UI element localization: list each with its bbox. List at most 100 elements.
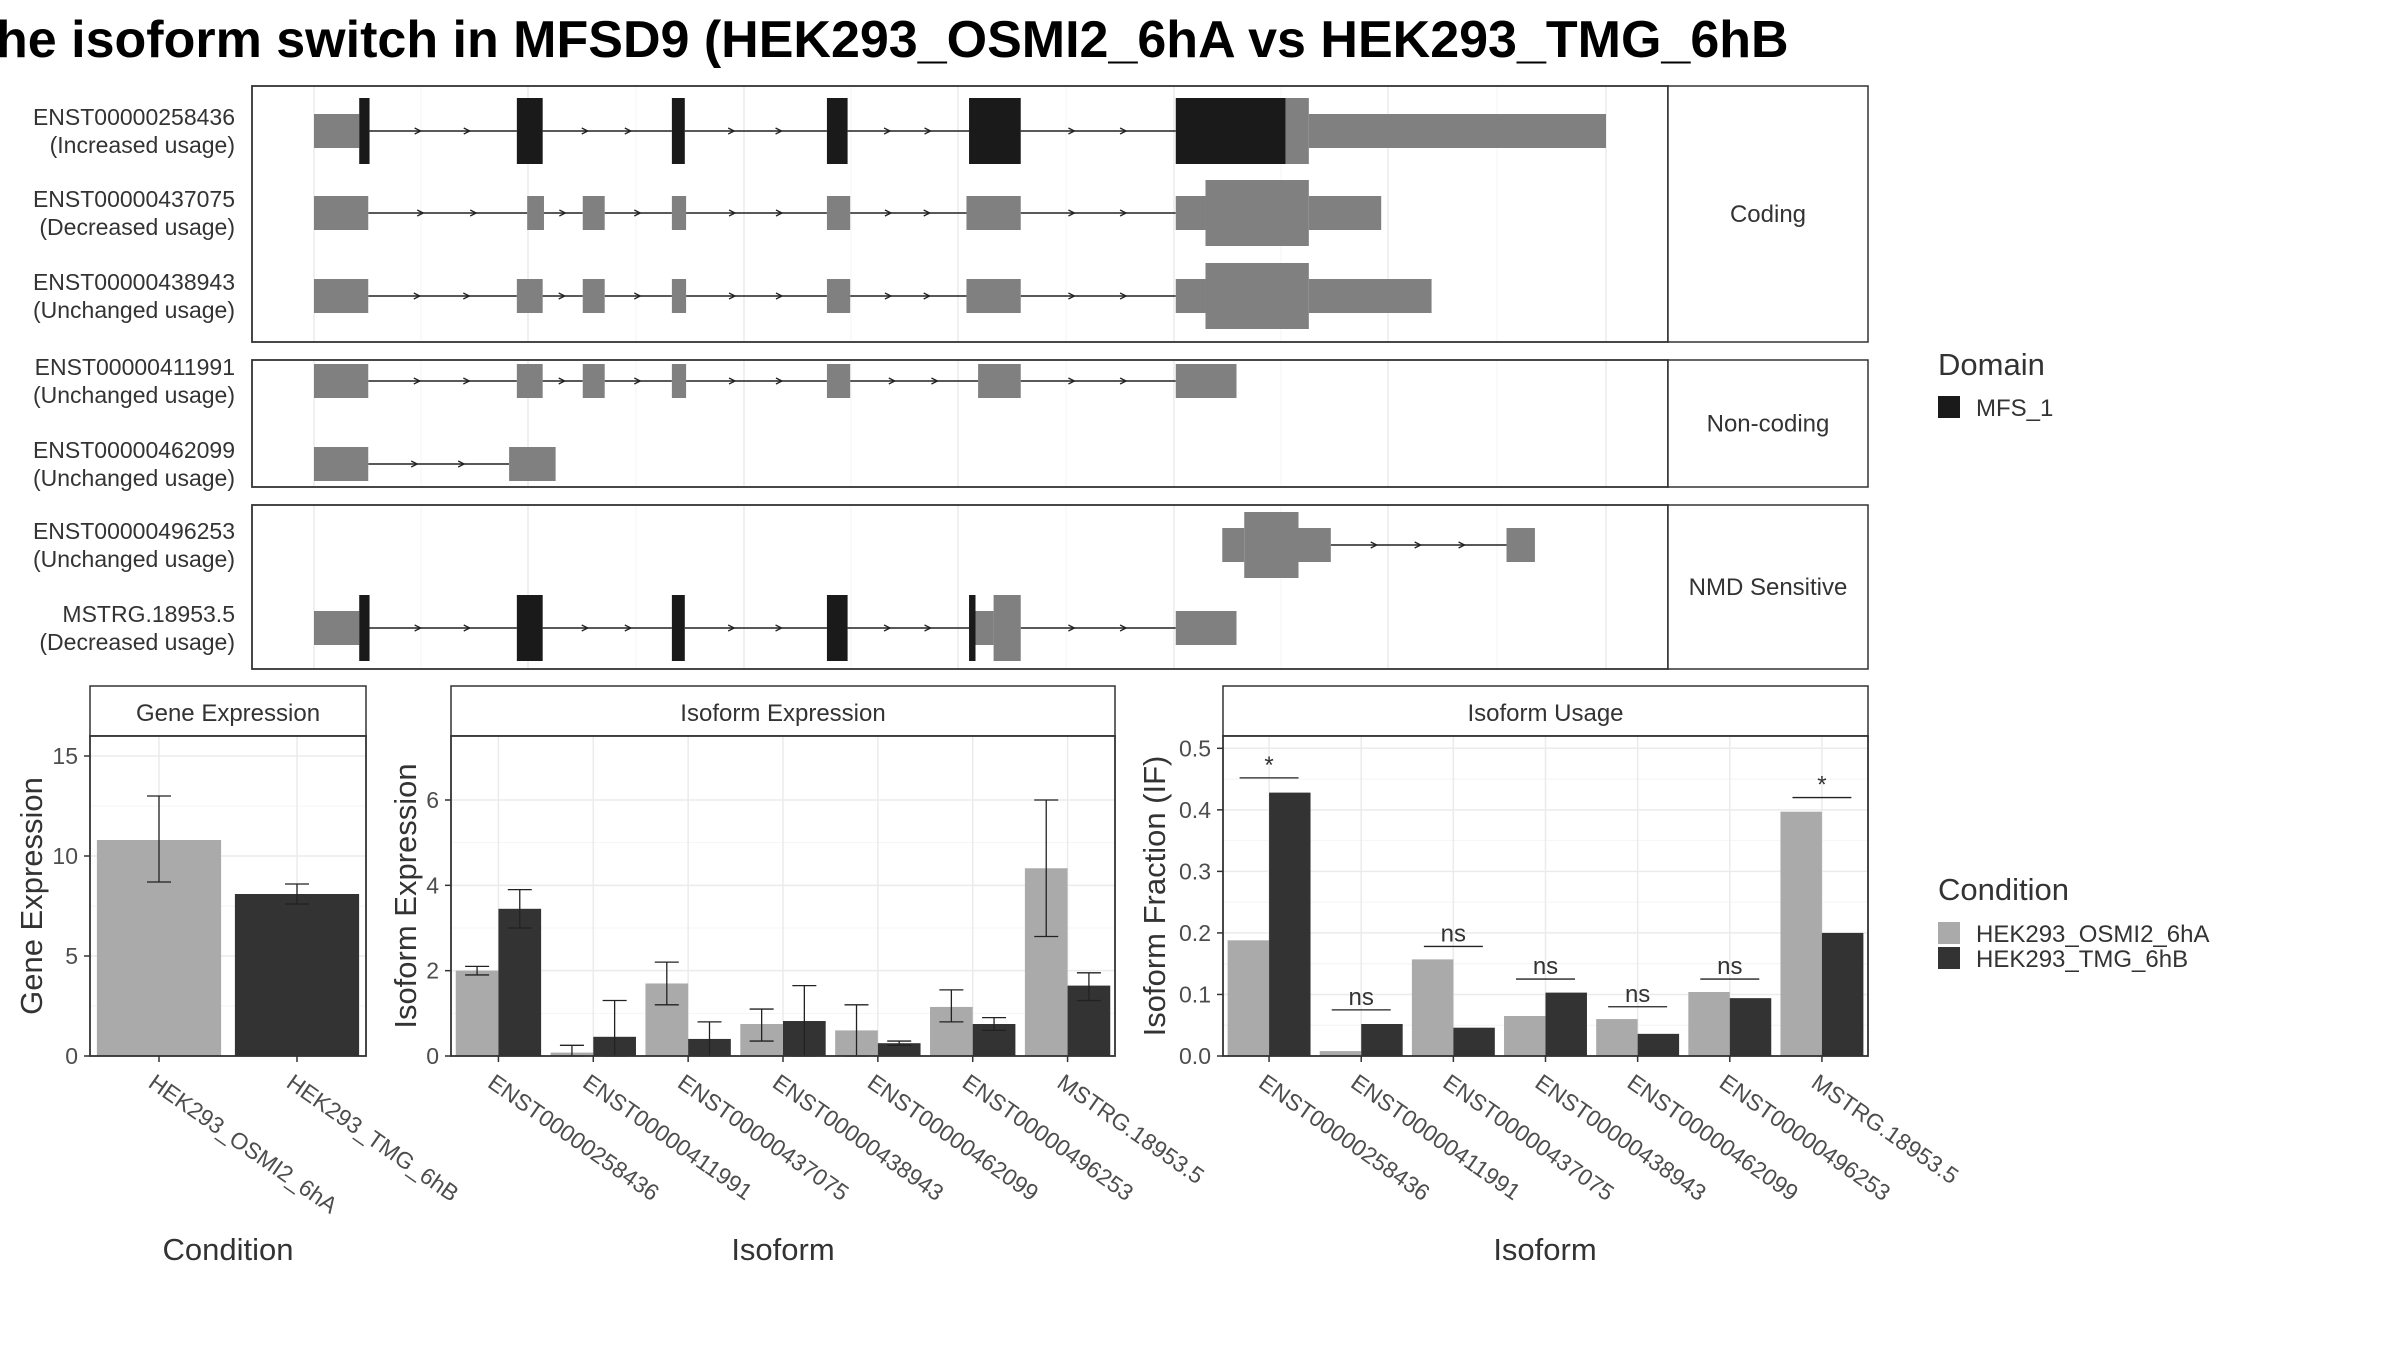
- y-tick-label: 4: [426, 872, 439, 898]
- transcript-id-label: ENST00000438943: [33, 269, 235, 295]
- intron-arrow: [558, 377, 567, 385]
- significance-label: *: [1264, 752, 1273, 779]
- exon-utr: [1175, 196, 1206, 230]
- group-strip-label: Coding: [1730, 201, 1806, 228]
- transcript-id-label: MSTRG.18953.5: [62, 601, 235, 627]
- chart-panel-title: Gene Expression: [136, 700, 320, 727]
- transcript-group-0: ENST00000258436(Increased usage)ENST0000…: [33, 85, 1869, 343]
- bar: [1361, 1024, 1403, 1056]
- y-axis-title: Isoform Expression: [388, 763, 423, 1028]
- exon-utr: [509, 447, 556, 481]
- y-axis-title: Isoform Fraction (IF): [1137, 756, 1172, 1037]
- transcript-status-label: (Decreased usage): [39, 214, 235, 240]
- exon-coding: [1285, 98, 1309, 164]
- exon-utr: [1222, 528, 1245, 562]
- bar: [1545, 992, 1587, 1056]
- intron-arrow: [728, 377, 737, 385]
- transcript-structure-panel: ENST00000258436(Increased usage)ENST0000…: [33, 85, 1869, 670]
- bar: [234, 894, 360, 1056]
- intron-arrow: [1119, 377, 1128, 385]
- exon-utr: [975, 611, 994, 645]
- intron-arrow: [1458, 541, 1467, 549]
- intron-arrow: [775, 624, 784, 632]
- exon-domain: [516, 595, 543, 661]
- x-axis-title: Isoform: [1493, 1232, 1596, 1267]
- exon-domain: [359, 98, 370, 164]
- transcript-status-label: (Unchanged usage): [33, 546, 235, 572]
- significance-label: ns: [1717, 953, 1742, 980]
- exon-utr: [671, 364, 687, 398]
- intron-arrow: [413, 292, 422, 300]
- transcript-ENST00000437075: ENST00000437075(Decreased usage): [33, 180, 1382, 246]
- exon-utr: [671, 196, 687, 230]
- intron-arrow: [414, 127, 423, 135]
- figure-title: he isoform switch in MFSD9 (HEK293_OSMI2…: [0, 11, 1789, 69]
- transcript-MSTRG.18953.5: MSTRG.18953.5(Decreased usage): [39, 595, 1237, 661]
- intron-arrow: [923, 292, 932, 300]
- exon-utr: [1308, 196, 1382, 230]
- bar: [1227, 940, 1270, 1056]
- exon-utr: [826, 196, 851, 230]
- intron-arrow: [624, 624, 633, 632]
- intron-arrow: [559, 209, 567, 217]
- x-axis-title: Condition: [163, 1232, 294, 1267]
- intron-arrow: [581, 624, 590, 632]
- y-axis-title: Gene Expression: [14, 777, 49, 1015]
- transcript-status-label: (Unchanged usage): [33, 297, 235, 323]
- bar: [498, 908, 542, 1056]
- intron-arrow: [410, 460, 419, 468]
- bar: [1319, 1051, 1362, 1056]
- bar: [1821, 932, 1864, 1056]
- exon-utr: [1175, 611, 1237, 645]
- significance-label: *: [1817, 772, 1826, 799]
- transcript-ENST00000438943: ENST00000438943(Unchanged usage): [33, 263, 1432, 329]
- exon-domain: [359, 595, 370, 661]
- intron-arrow: [931, 377, 939, 385]
- chart-strip: [450, 685, 1116, 737]
- transcript-status-label: (Decreased usage): [39, 629, 235, 655]
- intron-arrow: [728, 292, 737, 300]
- y-tick-label: 0.0: [1179, 1043, 1211, 1069]
- domain-legend-title: Domain: [1938, 347, 2045, 382]
- intron-arrow: [1119, 624, 1128, 632]
- bar: [1637, 1033, 1680, 1056]
- intron-arrow: [634, 292, 642, 300]
- intron-arrow: [414, 624, 423, 632]
- bar: [877, 1043, 921, 1056]
- intron-arrow: [923, 209, 932, 217]
- x-axis-title: Isoform: [731, 1232, 834, 1267]
- exon-domain: [671, 98, 685, 164]
- intron-arrow: [883, 127, 892, 135]
- bar: [455, 970, 499, 1056]
- group-strip: [1667, 85, 1869, 343]
- transcript-status-label: (Unchanged usage): [33, 382, 235, 408]
- exon-domain: [671, 595, 685, 661]
- intron-arrow: [469, 209, 478, 217]
- group-panel-bg: [252, 505, 1668, 669]
- bar: [1504, 1016, 1546, 1056]
- transcript-group-2: ENST00000496253(Unchanged usage) MSTRG.18…: [33, 504, 1869, 670]
- intron-arrow: [581, 127, 590, 135]
- intron-arrow: [924, 127, 933, 135]
- intron-arrow: [634, 377, 642, 385]
- condition-legend-title: Condition: [1938, 872, 2069, 907]
- transcript-status-label: (Increased usage): [50, 132, 235, 158]
- y-tick-label: 0.3: [1179, 858, 1211, 884]
- exon-coding: [1205, 180, 1309, 246]
- exon-utr: [314, 114, 360, 148]
- exon-utr: [966, 279, 1021, 313]
- exon-utr: [826, 364, 851, 398]
- transcript-id-label: ENST00000496253: [33, 518, 235, 544]
- bar: [1780, 811, 1822, 1056]
- transcript-ENST00000462099: ENST00000462099(Unchanged usage): [33, 437, 556, 491]
- transcript-group-1: ENST00000411991(Unchanged usage)ENST0000…: [33, 354, 1869, 491]
- exon-utr: [527, 196, 544, 230]
- y-tick-label: 0: [65, 1043, 78, 1069]
- y-tick-label: 0.2: [1179, 920, 1211, 946]
- bar: [1729, 998, 1772, 1056]
- y-tick-label: 0.4: [1179, 797, 1211, 823]
- bar: [1688, 992, 1730, 1056]
- intron-arrow: [1068, 292, 1076, 300]
- exon-utr: [516, 364, 543, 398]
- exon-utr: [314, 611, 360, 645]
